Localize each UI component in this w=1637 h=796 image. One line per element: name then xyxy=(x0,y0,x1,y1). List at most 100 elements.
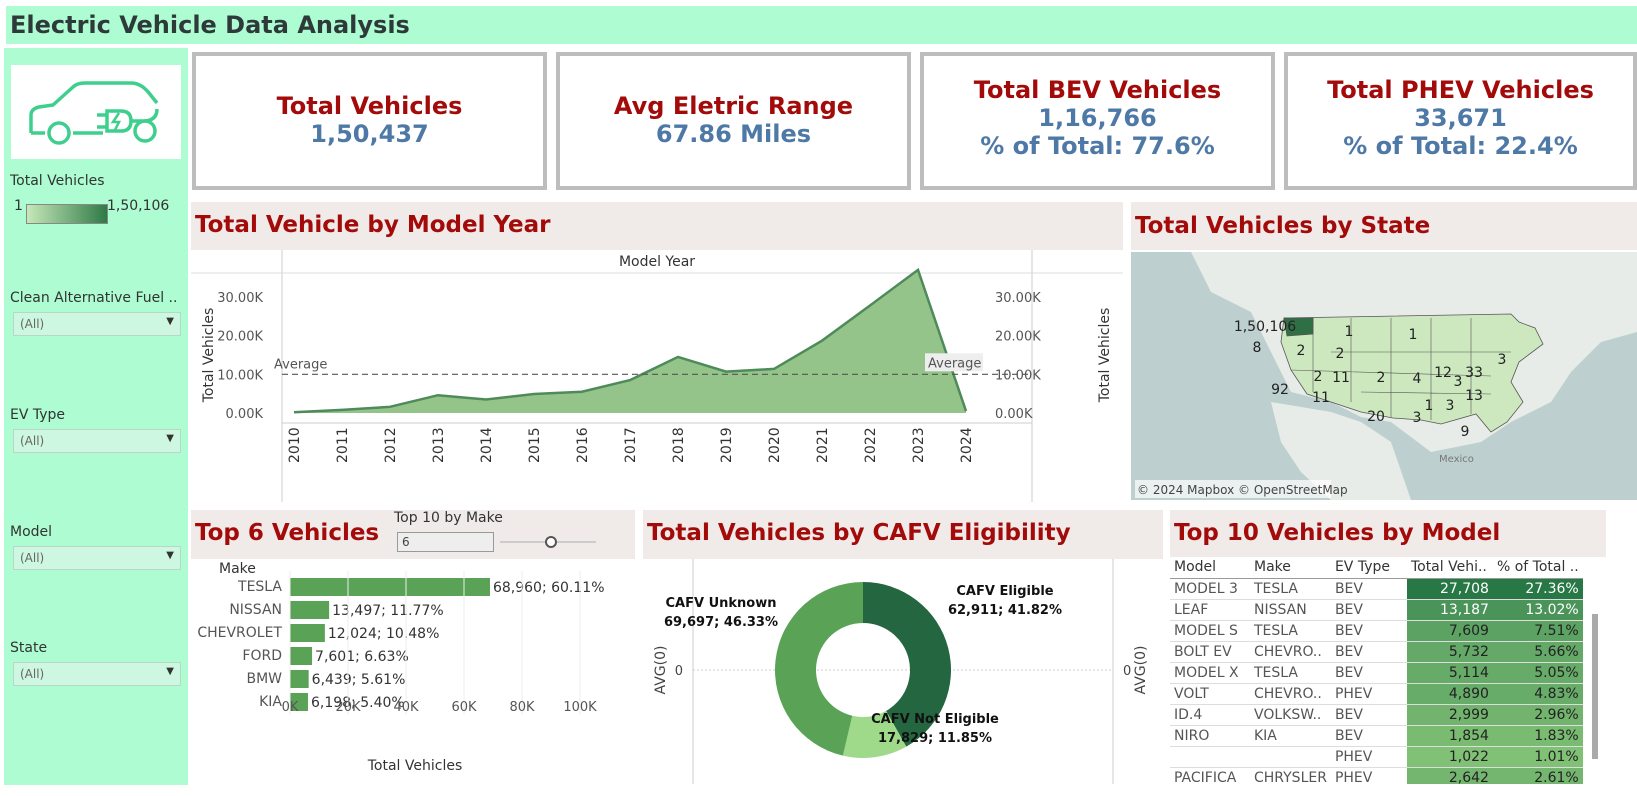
logo xyxy=(11,65,181,159)
area-ytick-right: 0.00K xyxy=(995,407,1033,422)
col-header-pct[interactable]: % of Total .. xyxy=(1492,557,1583,579)
table-row[interactable]: NIRO KIA BEV 1,854 1.83% xyxy=(1170,725,1583,747)
bar-chart-header: Top 6 Vehicles Top 10 by Make 6 xyxy=(191,510,635,559)
table-row[interactable]: VOLT CHEVRO.. PHEV 4,890 4.83% xyxy=(1170,683,1583,705)
chevron-down-icon: ▼ xyxy=(166,550,174,561)
map-state-label: 13 xyxy=(1465,388,1483,404)
donut-slice xyxy=(842,710,907,758)
area-xtick: 2016 xyxy=(575,427,591,463)
map-state-label: 3 xyxy=(1454,374,1463,390)
table-row[interactable]: MODEL S TESLA BEV 7,609 7.51% xyxy=(1170,620,1583,642)
bar-xtick: 20K xyxy=(335,700,361,715)
kpi-total-vehicles: Total Vehicles 1,50,437 xyxy=(192,52,547,190)
cell-pct: 1.01% xyxy=(1492,746,1583,768)
filter-label-model: Model xyxy=(10,524,53,540)
bar-category-label: KIA xyxy=(259,694,282,710)
table-row[interactable]: MODEL X TESLA BEV 5,114 5.05% xyxy=(1170,662,1583,684)
donut-slice xyxy=(863,582,951,747)
bar-data-label: 6,198; 5.40% xyxy=(311,695,405,711)
kpi-value: 1,16,766 xyxy=(1038,104,1157,132)
cell-total: 13,187 xyxy=(1406,599,1493,621)
filter-label-state: State xyxy=(10,640,48,656)
donut-axis-tick-left: 0 xyxy=(675,664,683,679)
table-row[interactable]: MODEL 3 TESLA BEV 27,708 27.36% xyxy=(1170,578,1583,600)
bar-category-label: FORD xyxy=(242,648,282,664)
table-scrollbar[interactable] xyxy=(1592,614,1598,759)
bar-xtick: 60K xyxy=(451,700,477,715)
bar xyxy=(290,578,490,596)
table-row[interactable]: PACIFICA CHRYSLER PHEV 2,642 2.61% xyxy=(1170,767,1583,784)
cell-model: NIRO xyxy=(1170,725,1250,747)
donut-slice-name: CAFV Not Eligible xyxy=(871,712,999,727)
top-n-slider-handle[interactable] xyxy=(545,536,557,548)
filter-ev-type-dropdown[interactable]: (All) ▼ xyxy=(13,429,181,453)
kpi-title: Total Vehicles xyxy=(276,92,463,120)
cell-total: 4,890 xyxy=(1406,683,1493,705)
cell-make: CHEVRO.. xyxy=(1250,641,1331,663)
top-n-input[interactable]: 6 xyxy=(397,532,494,552)
col-header-total[interactable]: Total Vehi.. xyxy=(1406,557,1493,579)
cell-pct: 2.96% xyxy=(1492,704,1583,726)
map-state-label: 2 xyxy=(1336,346,1345,362)
area-chart-header: Total Vehicle by Model Year xyxy=(191,202,1123,250)
area-ytick-left: 0.00K xyxy=(226,407,264,422)
filter-ev-type-value: (All) xyxy=(20,434,45,448)
table-row[interactable]: LEAF NISSAN BEV 13,187 13.02% xyxy=(1170,599,1583,621)
average-label-bg xyxy=(925,353,983,372)
bar xyxy=(290,624,325,642)
map-state-label: 1 xyxy=(1345,324,1354,340)
cell-make: NISSAN xyxy=(1250,599,1331,621)
model-table: Model Make EV Type Total Vehi.. % of Tot… xyxy=(1170,557,1583,784)
area-ytick-right: 30.00K xyxy=(995,291,1041,306)
cell-total: 5,114 xyxy=(1406,662,1493,684)
cell-make: TESLA xyxy=(1250,620,1331,642)
page-title: Electric Vehicle Data Analysis xyxy=(10,11,410,39)
bar-category-label: CHEVROLET xyxy=(197,625,282,641)
map-state-label: 4 xyxy=(1413,371,1422,387)
col-header-model[interactable]: Model xyxy=(1170,557,1250,579)
cell-model: VOLT xyxy=(1170,683,1250,705)
bar-category-label: TESLA xyxy=(237,579,282,595)
cell-total: 2,999 xyxy=(1406,704,1493,726)
col-header-ev-type[interactable]: EV Type xyxy=(1330,557,1407,579)
cell-make xyxy=(1250,746,1331,768)
filter-state-value: (All) xyxy=(20,667,45,681)
map-country-label: Mexico xyxy=(1439,454,1474,465)
area-ytick-left: 20.00K xyxy=(217,330,263,345)
kpi-value: 67.86 Miles xyxy=(655,120,812,148)
bar-xtick: 80K xyxy=(509,700,535,715)
filter-label-ev-type: EV Type xyxy=(10,407,66,423)
area-xaxis-title: Model Year xyxy=(619,254,695,270)
cell-total: 2,642 xyxy=(1406,767,1493,784)
bar-xtick: 100K xyxy=(563,700,597,715)
cell-make: CHRYSLER xyxy=(1250,767,1331,784)
table-row[interactable]: PHEV 1,022 1.01% xyxy=(1170,746,1583,768)
bar xyxy=(290,601,330,619)
filter-cafv-dropdown[interactable]: (All) ▼ xyxy=(13,312,181,336)
map-state-label: 1,50,106 xyxy=(1234,319,1296,335)
cell-ev-type: PHEV xyxy=(1330,767,1407,784)
table-row[interactable]: BOLT EV CHEVRO.. BEV 5,732 5.66% xyxy=(1170,641,1583,663)
map-title: Total Vehicles by State xyxy=(1135,213,1431,239)
bar-data-label: 13,497; 11.77% xyxy=(332,603,444,619)
model-table-container[interactable]: Model Make EV Type Total Vehi.. % of Tot… xyxy=(1170,557,1588,784)
bar-xtick: 40K xyxy=(393,700,419,715)
col-header-make[interactable]: Make xyxy=(1250,557,1331,579)
table-row[interactable]: ID.4 VOLKSW.. BEV 2,999 2.96% xyxy=(1170,704,1583,726)
map-state-label: 3 xyxy=(1498,352,1507,368)
area-xtick: 2010 xyxy=(287,427,303,463)
area-line xyxy=(293,267,968,414)
cell-pct: 27.36% xyxy=(1492,578,1583,600)
donut-slice xyxy=(774,582,863,756)
map-state-label: 3 xyxy=(1413,410,1422,426)
cell-total: 27,708 xyxy=(1406,578,1493,600)
map-state-label: 12 xyxy=(1434,365,1452,381)
filter-state-dropdown[interactable]: (All) ▼ xyxy=(13,662,181,686)
area-xtick: 2013 xyxy=(431,427,447,463)
donut-header: Total Vehicles by CAFV Eligibility xyxy=(643,510,1163,559)
cell-ev-type: BEV xyxy=(1330,641,1407,663)
donut-slice-value: 62,911; 41.82% xyxy=(948,603,1062,618)
filter-model-dropdown[interactable]: (All) ▼ xyxy=(13,546,181,570)
donut-axis-label-left: AVG(0) xyxy=(653,646,669,695)
